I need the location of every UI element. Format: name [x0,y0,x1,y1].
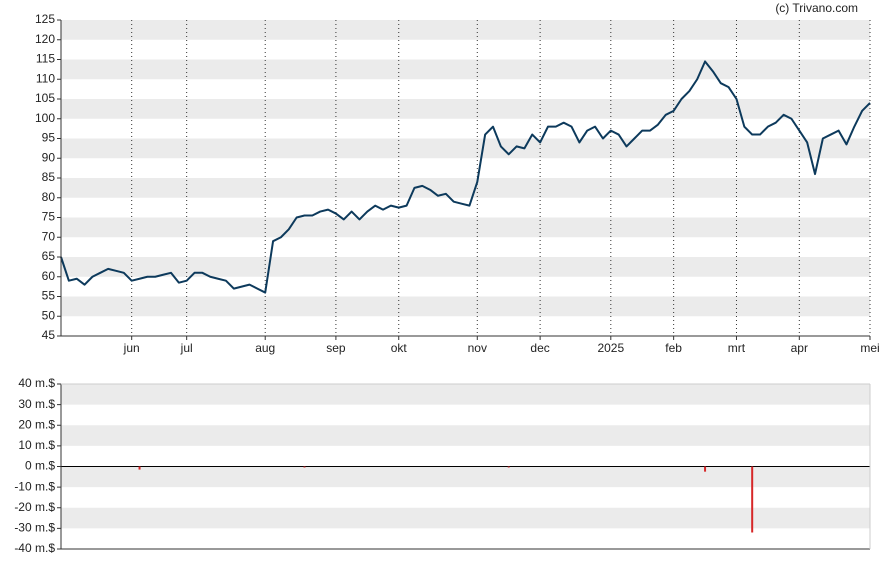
y-tick-label: 30 m.$ [18,397,55,411]
grid-band [61,20,870,40]
y-tick-label: -10 m.$ [14,479,55,493]
y-tick-label: 85 [42,170,56,184]
y-tick-label: 90 [42,150,56,164]
y-tick-label: 70 [42,229,56,243]
grid-band [61,257,870,277]
y-tick-label: 60 [42,269,56,283]
grid-band [61,466,870,488]
source-credit: (c) Trivano.com [775,1,858,15]
grid-band [61,138,870,159]
grid-band [61,296,870,317]
y-tick-label: 100 [35,111,55,125]
bar [303,466,306,468]
grid-band [61,99,870,119]
bar [704,466,707,472]
grid-band [61,507,870,529]
x-tick-label: apr [791,341,808,355]
y-tick-label: 20 m.$ [18,417,55,431]
grid-band [61,178,870,198]
y-tick-label: 95 [42,131,56,145]
grid-band [61,384,870,405]
x-tick-label: mei [860,341,879,355]
y-tick-label: 80 [42,190,56,204]
grid-band [61,425,870,446]
x-tick-label: aug [255,341,275,355]
bar [751,466,754,533]
y-tick-label: 55 [42,289,56,303]
grid-band [61,217,870,238]
bar [138,466,141,470]
y-tick-label: -20 m.$ [14,500,55,514]
y-tick-label: 115 [36,52,55,66]
y-tick-label: 40 m.$ [18,376,55,390]
y-tick-label: 0 m.$ [25,459,55,473]
x-tick-label: dec [530,341,549,355]
y-tick-label: 75 [42,210,56,224]
price-line [60,60,871,294]
x-tick-label: mrt [728,341,746,355]
y-tick-label: 45 [42,328,56,342]
x-tick-label: okt [391,341,408,355]
y-tick-label: 65 [42,249,56,263]
y-tick-label: 50 [42,308,56,322]
x-tick-label: sep [326,341,346,355]
y-tick-label: 125 [35,12,55,26]
y-tick-label: 120 [35,32,55,46]
x-tick-label: feb [665,341,682,355]
grid-band [61,59,870,80]
x-tick-label: nov [468,341,487,355]
y-tick-label: -40 m.$ [14,541,55,555]
x-tick-label: jun [123,341,140,355]
x-tick-label: jul [180,341,193,355]
y-tick-label: 110 [36,71,55,85]
y-tick-label: 10 m.$ [18,438,55,452]
bar [507,466,510,468]
y-tick-label: -30 m.$ [14,521,55,535]
y-tick-label: 105 [35,91,55,105]
x-tick-label: 2025 [597,341,624,355]
